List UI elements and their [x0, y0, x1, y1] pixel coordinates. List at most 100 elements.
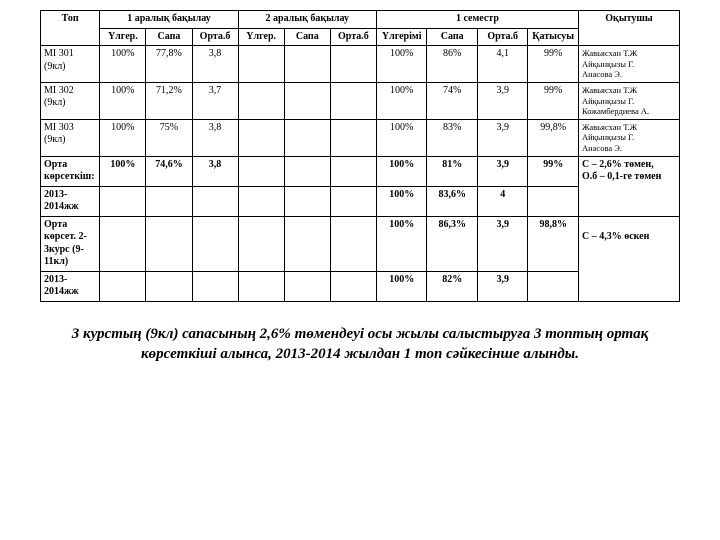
cell-us: 100%: [376, 46, 427, 83]
sub-orta2: Орта.б: [330, 28, 376, 46]
table-header: Топ 1 аралық бақылау 2 аралық бақылау 1 …: [41, 11, 680, 46]
cell-us: 100%: [376, 216, 427, 271]
table-row: Орта көрсет. 2-3курс (9-11кл) 100%86,3%3,…: [41, 216, 680, 271]
cell-s1: [146, 216, 192, 271]
sub-ulgsem: Үлгерімі: [376, 28, 427, 46]
sub-sapa1: Сапа: [146, 28, 192, 46]
sub-ortasem: Орта.б: [477, 28, 528, 46]
cell-u1: 100%: [100, 46, 146, 83]
cell-top: Орта көрсет. 2-3курс (9-11кл): [41, 216, 100, 271]
cell-u2: [238, 216, 284, 271]
sub-ulg1: Үлгер.: [100, 28, 146, 46]
cell-u2: [238, 46, 284, 83]
sub-katy: Қатысуы: [528, 28, 579, 46]
cell-o1: [192, 216, 238, 271]
cell-u2: [238, 119, 284, 156]
cell-s1: [146, 186, 192, 216]
cell-s2: [284, 271, 330, 301]
table-body: МІ 301 (9кл)100%77,8%3,8100%86%4,199%Жав…: [41, 46, 680, 302]
performance-table: Топ 1 аралық бақылау 2 аралық бақылау 1 …: [40, 10, 680, 302]
cell-os: 3,9: [477, 216, 528, 271]
col-sem: 1 семестр: [376, 11, 578, 29]
cell-teacher: С – 2,6% төмен, О.б – 0,1-ге төмен: [578, 156, 679, 216]
cell-s1: [146, 271, 192, 301]
cell-os: 3,9: [477, 119, 528, 156]
cell-us: 100%: [376, 119, 427, 156]
cell-teacher: Жавьясхан Т.Ж Айқынқызы Г. Анасова Э.: [578, 46, 679, 83]
cell-k: [528, 186, 579, 216]
cell-o1: 3,7: [192, 82, 238, 119]
cell-us: 100%: [376, 82, 427, 119]
cell-us: 100%: [376, 271, 427, 301]
cell-os: 4: [477, 186, 528, 216]
cell-os: 3,9: [477, 156, 528, 186]
sub-orta1: Орта.б: [192, 28, 238, 46]
col-top: Топ: [41, 11, 100, 46]
cell-u2: [238, 156, 284, 186]
cell-teacher: Жавьясхан Т.Ж Айқынқызы Г. Анасова Э.: [578, 119, 679, 156]
cell-s2: [284, 156, 330, 186]
cell-teacher: Жавьясхан Т.Ж Айқынқызы Г. Кожамбердиева…: [578, 82, 679, 119]
cell-os: 3,9: [477, 271, 528, 301]
cell-s2: [284, 186, 330, 216]
col-teacher: Оқытушы: [578, 11, 679, 46]
cell-s1: 74,6%: [146, 156, 192, 186]
cell-ss: 83%: [427, 119, 478, 156]
cell-ss: 86,3%: [427, 216, 478, 271]
cell-k: 99%: [528, 156, 579, 186]
cell-top: МІ 303 (9кл): [41, 119, 100, 156]
cell-us: 100%: [376, 156, 427, 186]
cell-k: 99,8%: [528, 119, 579, 156]
cell-s2: [284, 46, 330, 83]
sub-sapasem: Сапа: [427, 28, 478, 46]
cell-s1: 77,8%: [146, 46, 192, 83]
cell-o2: [330, 271, 376, 301]
cell-u1: 100%: [100, 156, 146, 186]
cell-o2: [330, 46, 376, 83]
cell-us: 100%: [376, 186, 427, 216]
cell-o2: [330, 82, 376, 119]
cell-o2: [330, 119, 376, 156]
cell-k: 99%: [528, 46, 579, 83]
cell-s1: 75%: [146, 119, 192, 156]
table-row: МІ 303 (9кл)100%75%3,8100%83%3,999,8%Жав…: [41, 119, 680, 156]
cell-s1: 71,2%: [146, 82, 192, 119]
cell-s2: [284, 216, 330, 271]
cell-teacher: С – 4,3% өскен: [578, 216, 679, 301]
sub-sapa2: Сапа: [284, 28, 330, 46]
cell-s2: [284, 82, 330, 119]
table-row: МІ 301 (9кл)100%77,8%3,8100%86%4,199%Жав…: [41, 46, 680, 83]
cell-os: 3,9: [477, 82, 528, 119]
cell-ss: 81%: [427, 156, 478, 186]
cell-u2: [238, 271, 284, 301]
cell-ss: 86%: [427, 46, 478, 83]
cell-k: 98,8%: [528, 216, 579, 271]
cell-o1: 3,8: [192, 119, 238, 156]
cell-ss: 82%: [427, 271, 478, 301]
cell-u1: 100%: [100, 82, 146, 119]
table-row: МІ 302 (9кл)100%71,2%3,7100%74%3,999%Жав…: [41, 82, 680, 119]
cell-o2: [330, 186, 376, 216]
cell-o1: 3,8: [192, 46, 238, 83]
cell-top: 2013-2014жж: [41, 186, 100, 216]
cell-u1: 100%: [100, 119, 146, 156]
cell-k: 99%: [528, 82, 579, 119]
cell-o1: [192, 186, 238, 216]
cell-os: 4,1: [477, 46, 528, 83]
cell-k: [528, 271, 579, 301]
cell-o2: [330, 216, 376, 271]
cell-u1: [100, 216, 146, 271]
cell-u2: [238, 186, 284, 216]
cell-top: 2013-2014жж: [41, 271, 100, 301]
cell-u1: [100, 271, 146, 301]
col-mid1: 1 аралық бақылау: [100, 11, 238, 29]
cell-o1: [192, 271, 238, 301]
cell-top: Орта көрсеткіш:: [41, 156, 100, 186]
cell-u2: [238, 82, 284, 119]
cell-o2: [330, 156, 376, 186]
cell-u1: [100, 186, 146, 216]
cell-s2: [284, 119, 330, 156]
cell-top: МІ 302 (9кл): [41, 82, 100, 119]
table-row: Орта көрсеткіш:100%74,6%3,8100%81%3,999%…: [41, 156, 680, 186]
cell-o1: 3,8: [192, 156, 238, 186]
